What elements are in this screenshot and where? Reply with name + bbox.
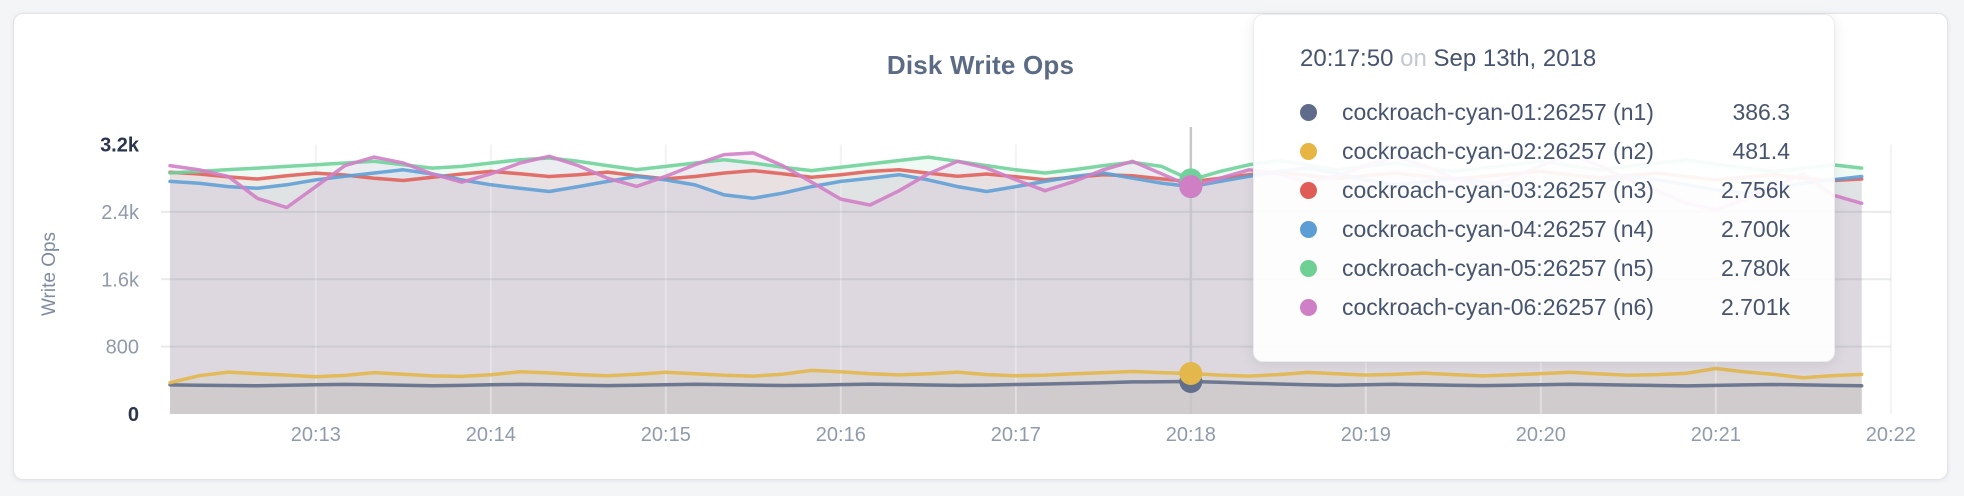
x-tick-label: 20:17 [991, 424, 1041, 446]
tooltip-series-name: cockroach-cyan-02:26257 (n2) [1342, 138, 1654, 164]
series-line [168, 379, 1864, 388]
hover-tooltip: 20:17:50 on Sep 13th, 2018 cockroach-cya… [1253, 14, 1835, 362]
y-tick-label: 3.2k [100, 135, 140, 157]
x-tick-label: 20:14 [466, 424, 516, 446]
tooltip-time: 20:17:50 [1300, 45, 1394, 72]
tooltip-series-name: cockroach-cyan-03:26257 (n3) [1342, 177, 1654, 203]
series-line [168, 366, 1864, 385]
chart-title: Disk Write Ops [886, 50, 1075, 80]
x-tick-label: 20:21 [1691, 424, 1741, 446]
x-tick-label: 20:22 [1866, 424, 1916, 446]
y-tick-label: 800 [106, 337, 139, 359]
tooltip-series-name: cockroach-cyan-05:26257 (n5) [1342, 255, 1654, 281]
tooltip-rows: cockroach-cyan-01:26257 (n1) 386.3 cockroa… [1300, 93, 1790, 327]
series-color-dot [1300, 143, 1317, 160]
chart-card: 0 800 1.6k 2.4k 3.2k 20:13 20:14 20:15 20:16 20:1… [13, 13, 1948, 480]
tooltip-series-value: 2.700k [1720, 216, 1790, 242]
x-tick-label: 20:20 [1516, 424, 1566, 446]
tooltip-header: 20:17:50 on Sep 13th, 2018 [1300, 45, 1790, 73]
x-tick-label: 20:16 [816, 424, 866, 446]
series-color-dot [1300, 221, 1317, 238]
tooltip-series-row: cockroach-cyan-04:26257 (n4) 2.700k [1300, 210, 1790, 249]
tooltip-series-name: cockroach-cyan-06:26257 (n6) [1342, 294, 1654, 320]
tooltip-series-name: cockroach-cyan-01:26257 (n1) [1342, 99, 1654, 125]
tooltip-on-word: on [1400, 45, 1427, 72]
tooltip-series-value: 481.4 [1732, 138, 1790, 164]
tooltip-series-row: cockroach-cyan-02:26257 (n2) 481.4 [1300, 132, 1790, 171]
x-tick-label: 20:18 [1166, 424, 1216, 446]
x-tick-label: 20:13 [291, 424, 341, 446]
series-color-dot [1300, 182, 1317, 199]
hover-point-dot [1179, 175, 1203, 199]
y-tick-label: 2.4k [101, 202, 140, 224]
series-color-dot [1300, 299, 1317, 316]
hover-point-dot [1179, 361, 1203, 385]
x-tick-label: 20:15 [641, 424, 691, 446]
x-tick-label: 20:19 [1341, 424, 1391, 446]
tooltip-series-value: 2.780k [1720, 255, 1790, 281]
tooltip-series-name: cockroach-cyan-04:26257 (n4) [1342, 216, 1654, 242]
tooltip-series-value: 2.756k [1720, 177, 1790, 203]
tooltip-series-value: 386.3 [1732, 99, 1790, 125]
series-color-dot [1300, 104, 1317, 121]
y-tick-label: 0 [128, 404, 139, 426]
tooltip-series-row: cockroach-cyan-06:26257 (n6) 2.701k [1300, 288, 1790, 327]
tooltip-date: Sep 13th, 2018 [1433, 45, 1597, 72]
tooltip-series-row: cockroach-cyan-01:26257 (n1) 386.3 [1300, 93, 1790, 132]
series-color-dot [1300, 260, 1317, 277]
tooltip-series-value: 2.701k [1720, 294, 1790, 320]
tooltip-series-row: cockroach-cyan-05:26257 (n5) 2.780k [1300, 249, 1790, 288]
y-tick-label: 1.6k [101, 269, 140, 291]
tooltip-series-row: cockroach-cyan-03:26257 (n3) 2.756k [1300, 171, 1790, 210]
y-axis-title: Write Ops [39, 232, 60, 316]
